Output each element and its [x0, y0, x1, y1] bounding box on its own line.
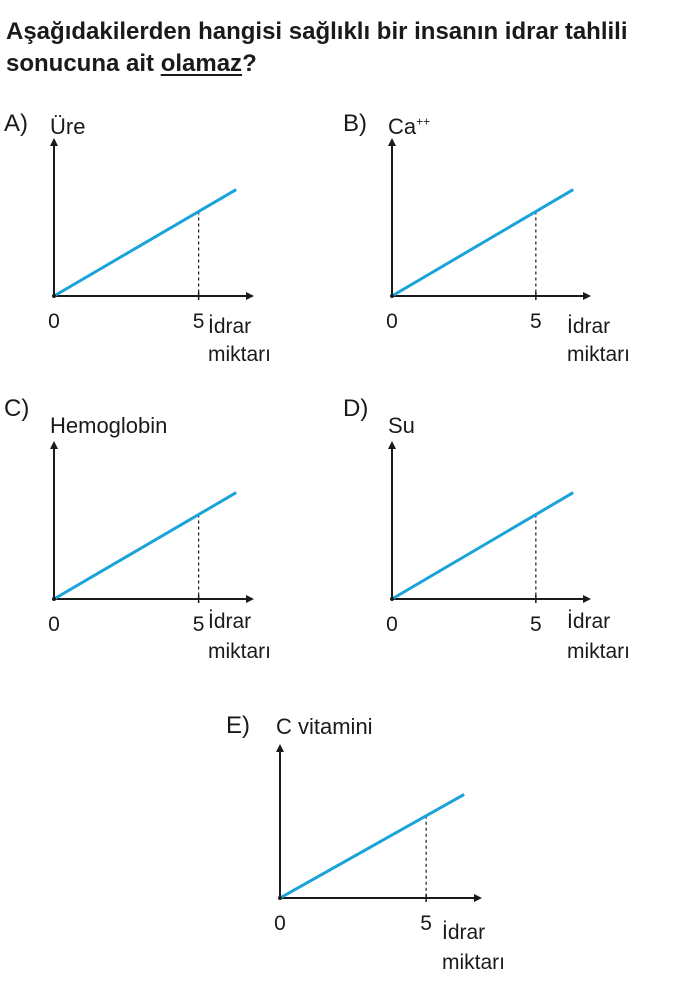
question-text: Aşağıdakilerden hangisi sağlıklı bir ins… [6, 16, 666, 80]
y-axis-label: Su [388, 413, 415, 439]
x-axis-label-line2: miktarı [567, 343, 630, 366]
y-axis-label: Hemoglobin [50, 413, 167, 439]
y-axis-arrow-icon [50, 441, 58, 449]
series-line [279, 793, 465, 900]
question-main: Aşağıdakilerden hangisi sağlıklı bir ins… [6, 18, 628, 77]
x-tick-label: 0 [274, 912, 286, 935]
origin-point [52, 597, 56, 601]
y-axis-label: Ca++ [388, 114, 430, 140]
option-letter: B) [343, 110, 367, 137]
y-axis-label-text: C vitamini [276, 714, 373, 739]
x-tick-label: 5 [193, 310, 205, 333]
x-axis-arrow-icon [474, 894, 482, 902]
series-line [53, 188, 237, 298]
y-axis-label-text: Hemoglobin [50, 413, 168, 438]
x-tick-label: 0 [386, 613, 398, 636]
option-letter: D) [343, 395, 369, 422]
origin-point [52, 294, 56, 298]
option-letter: A) [4, 110, 28, 137]
x-axis-label-line1: İdrar [208, 315, 252, 338]
x-tick-label: 5 [530, 310, 542, 333]
y-axis-arrow-icon [388, 138, 396, 146]
y-axis-label-sup: ++ [416, 114, 431, 129]
y-axis-label-text: Su [388, 413, 415, 438]
x-axis-label-line2: miktarı [442, 951, 505, 974]
x-axis-label-line2: miktarı [208, 343, 271, 366]
x-tick-label: 5 [530, 613, 542, 636]
series-line [391, 188, 575, 298]
y-axis-arrow-icon [388, 441, 396, 449]
x-tick-label: 0 [48, 310, 60, 333]
x-axis-label-line1: İdrar [208, 610, 252, 633]
series-line [53, 491, 237, 601]
x-axis-label-line2: miktarı [567, 640, 630, 663]
question-mark: ? [242, 50, 257, 77]
x-tick-label: 0 [48, 613, 60, 636]
x-axis-label-line1: İdrar [567, 315, 611, 338]
x-tick-label: 5 [420, 912, 432, 935]
x-axis-arrow-icon [583, 292, 591, 300]
x-axis-arrow-icon [583, 595, 591, 603]
origin-point [278, 896, 282, 900]
y-axis-label: C vitamini [276, 714, 373, 740]
y-axis-label: Üre [50, 114, 85, 140]
option-letter: C) [4, 395, 30, 422]
question-underlined-word: olamaz [160, 50, 243, 77]
y-axis-arrow-icon [50, 138, 58, 146]
x-tick-label: 5 [193, 613, 205, 636]
y-axis-arrow-icon [276, 744, 284, 752]
option-letter: E) [226, 712, 250, 739]
x-tick-label: 0 [386, 310, 398, 333]
origin-point [390, 294, 394, 298]
x-axis-label-line2: miktarı [208, 640, 271, 663]
series-line [391, 491, 575, 601]
x-axis-label-line1: İdrar [567, 610, 611, 633]
x-axis-label-line1: İdrar [442, 921, 486, 944]
x-axis-arrow-icon [246, 595, 254, 603]
y-axis-label-text: Ca [388, 114, 417, 139]
origin-point [390, 597, 394, 601]
x-axis-arrow-icon [246, 292, 254, 300]
y-axis-label-text: Üre [50, 114, 86, 139]
